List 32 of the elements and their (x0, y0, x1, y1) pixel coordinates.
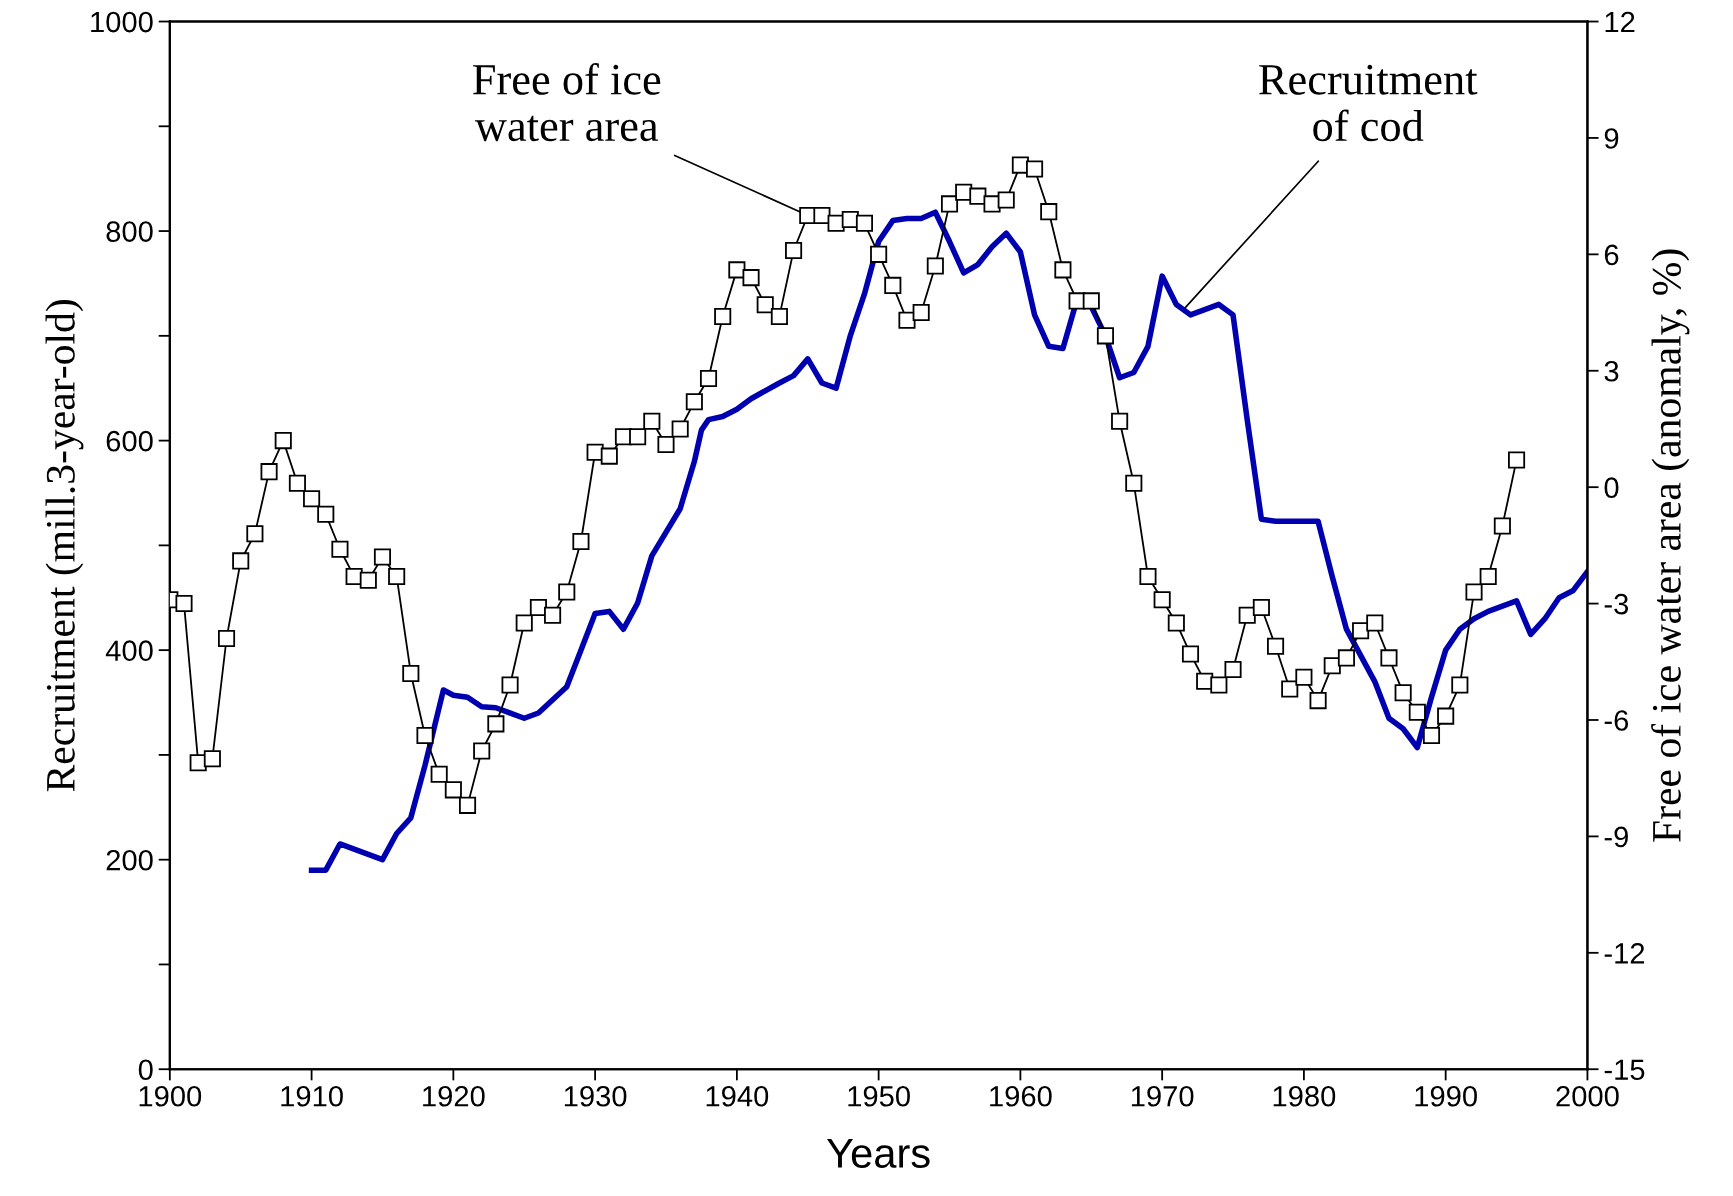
y2-tick-label: 6 (1604, 244, 1619, 266)
y-tick-label: 200 (106, 849, 153, 871)
x-tick-label: 1910 (281, 1085, 343, 1107)
annotation: Recruitment of cod (1259, 64, 1478, 142)
x-tick-label: 1900 (139, 1085, 202, 1107)
y2-tick-label: -12 (1604, 943, 1645, 964)
y2-tick-label: 9 (1604, 128, 1619, 149)
y-tick-label: 0 (138, 1059, 153, 1081)
y2-tick-label: 12 (1605, 11, 1635, 33)
y-tick-label: 400 (105, 640, 153, 661)
x-tick-label: 1950 (848, 1085, 910, 1107)
y-tick-label: 800 (106, 221, 153, 242)
y2-tick-label: -6 (1604, 710, 1629, 731)
annotation: Free of ice water area (473, 62, 661, 142)
x-tick-label: 1920 (423, 1085, 485, 1107)
x-tick-label: 1930 (564, 1085, 627, 1107)
y-axis-title: Recruitment (mill.3-year-old) (45, 300, 84, 792)
x-tick-label: 1970 (1131, 1085, 1194, 1107)
y-tick-label: 600 (106, 430, 153, 452)
x-tick-label: 1980 (1273, 1085, 1336, 1107)
y2-axis-title: Free of ice water area (anomaly, %) (1651, 249, 1690, 842)
y2-tick-label: 0 (1604, 477, 1619, 499)
x-tick-label: 1940 (706, 1085, 769, 1107)
y2-tick-label: -15 (1604, 1059, 1645, 1081)
y2-tick-label: -3 (1604, 593, 1629, 615)
y2-tick-label: -9 (1604, 826, 1628, 848)
x-tick-label: 1990 (1415, 1085, 1477, 1107)
x-axis-title: Years (827, 1138, 930, 1168)
y-tick-label: 1000 (91, 11, 153, 33)
x-tick-label: 1960 (990, 1085, 1052, 1107)
y2-tick-label: 3 (1604, 360, 1619, 382)
x-tick-label: 2000 (1556, 1085, 1619, 1107)
